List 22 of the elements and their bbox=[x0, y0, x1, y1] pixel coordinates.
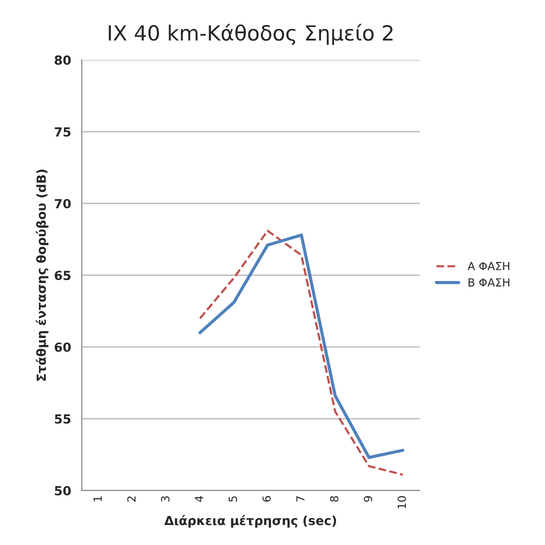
x-tick-label: 1 bbox=[94, 496, 102, 502]
y-tick-label: 70 bbox=[54, 198, 71, 208]
x-tick-label: 9 bbox=[364, 496, 372, 502]
x-tick-label: 4 bbox=[194, 496, 204, 502]
x-tick-label: 10 bbox=[398, 496, 406, 508]
x-tick-label: 8 bbox=[330, 496, 338, 502]
legend-label: Β ΦΑΣΗ bbox=[468, 278, 510, 286]
y-tick-label: 75 bbox=[54, 127, 70, 137]
x-tick-label: 3 bbox=[161, 496, 170, 502]
y-tick-label: 60 bbox=[54, 342, 71, 352]
y-tick-label: 50 bbox=[54, 486, 71, 496]
chart-title: IX 40 km-Κάθοδος Σημείο 2 bbox=[108, 24, 393, 45]
legend-label: Α ΦΑΣΗ bbox=[468, 262, 510, 270]
x-tick-label: 5 bbox=[228, 496, 238, 502]
x-tick-label: 7 bbox=[296, 496, 304, 502]
y-tick-label: 55 bbox=[54, 414, 70, 424]
x-tick-label: 6 bbox=[262, 496, 271, 502]
x-tick-label: 2 bbox=[127, 496, 136, 502]
y-tick-label: 80 bbox=[54, 55, 71, 65]
x-axis-title: Διάρκεια μέτρησης (sec) bbox=[164, 515, 336, 528]
y-axis-title: Στάθμη έντασης θορύβου (dB) bbox=[36, 170, 48, 381]
y-tick-label: 65 bbox=[54, 270, 70, 280]
